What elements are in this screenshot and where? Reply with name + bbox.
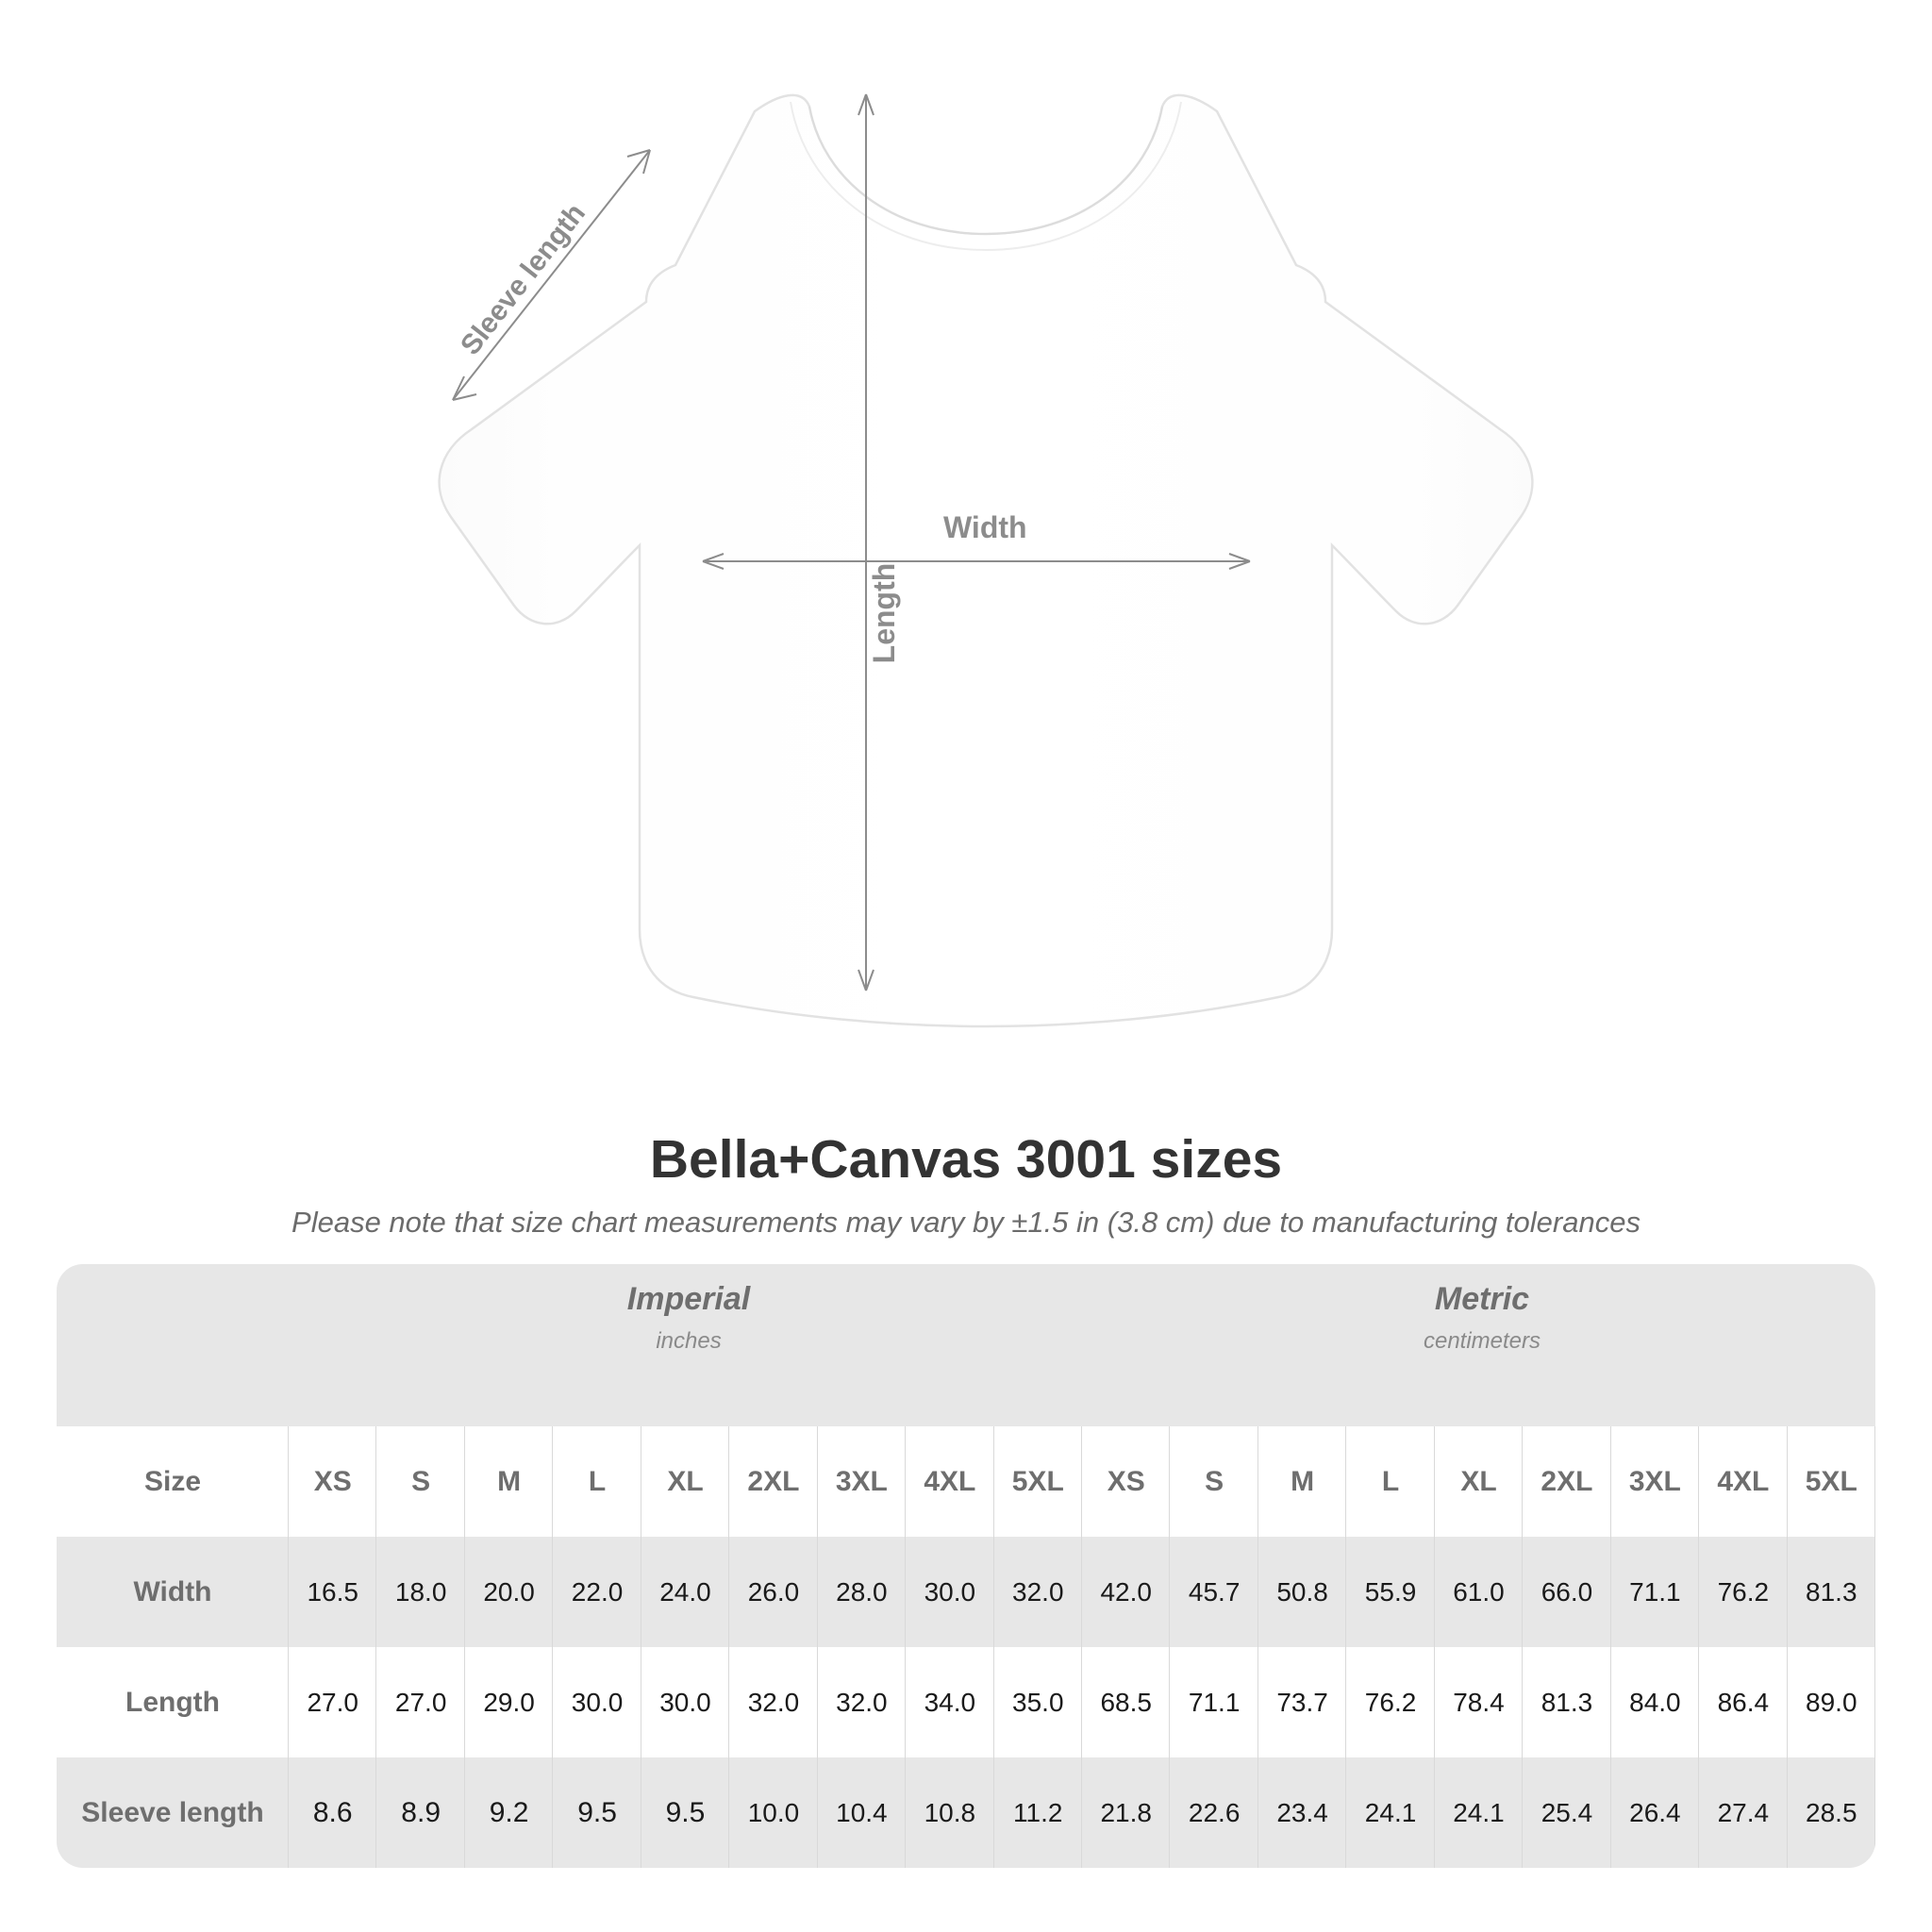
svg-text:Width: Width <box>943 510 1027 544</box>
svg-text:Length: Length <box>867 563 901 664</box>
svg-text:Sleeve length: Sleeve length <box>455 198 591 361</box>
